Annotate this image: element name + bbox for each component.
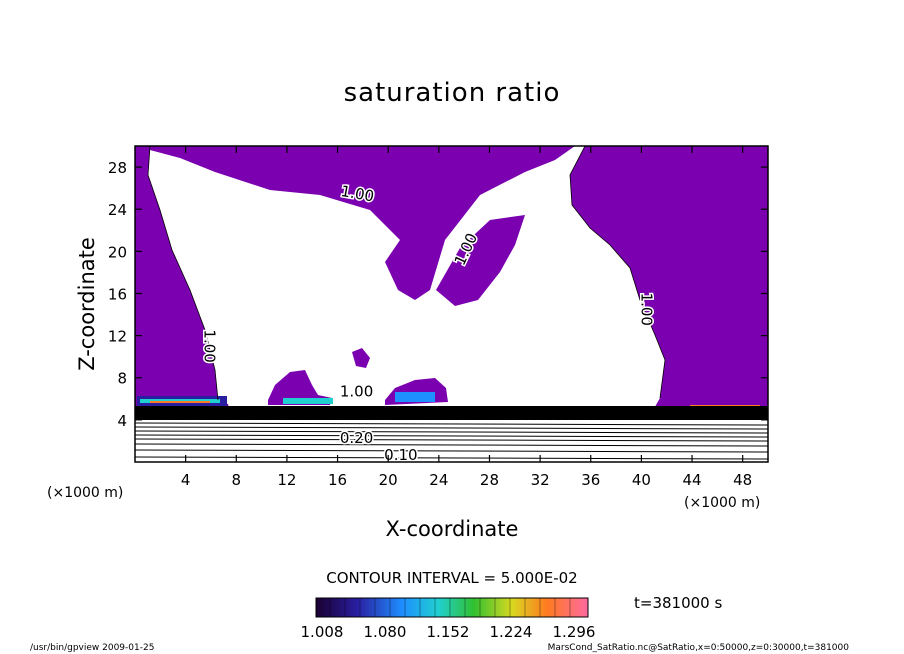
contour-label: 0.20 — [340, 429, 373, 447]
colorbar-tick-label: 1.152 — [427, 623, 470, 641]
x-tick-label: 40 — [632, 471, 651, 489]
x-axis-label: X-coordinate — [386, 517, 519, 541]
x-tick-label: 24 — [429, 471, 448, 489]
contour-label: 1.00 — [201, 329, 219, 362]
time-label: t=381000 s — [634, 594, 722, 612]
x-axis: 4 8 12 16 20 24 28 32 36 40 44 48 — [181, 146, 752, 489]
y-axis-label: Z-coordinate — [75, 237, 99, 371]
x-tick-label: 12 — [277, 471, 296, 489]
x-unit-label-right: (×1000 m) — [684, 495, 760, 511]
y-tick-label: 4 — [117, 412, 127, 430]
x-tick-label: 8 — [232, 471, 242, 489]
chart-title: saturation ratio — [344, 78, 561, 108]
colorbar-tick-label: 1.008 — [301, 623, 344, 641]
x-unit-label-left: (×1000 m) — [47, 485, 123, 501]
colorbar — [315, 597, 589, 618]
contour-label: 0.10 — [384, 446, 417, 464]
footer-left: /usr/bin/gpview 2009-01-25 — [30, 643, 154, 653]
contour-interval: CONTOUR INTERVAL = 5.000E-02 — [326, 569, 577, 587]
region-top — [150, 146, 575, 300]
y-axis: 4 8 12 16 20 24 28 — [108, 159, 768, 430]
x-tick-label: 4 — [181, 471, 191, 489]
colorbar-ticks: 1.008 1.080 1.152 1.224 1.296 — [301, 623, 596, 641]
y-tick-label: 8 — [117, 370, 127, 388]
x-tick-label: 28 — [480, 471, 499, 489]
y-tick-label: 20 — [108, 243, 127, 261]
y-tick-label: 28 — [108, 159, 127, 177]
plot-area — [135, 146, 768, 462]
colorbar-tick-label: 1.080 — [364, 623, 407, 641]
region-right — [570, 146, 768, 412]
y-tick-label: 16 — [108, 285, 127, 303]
colorbar-tick-label: 1.224 — [490, 623, 533, 641]
region-blob-2 — [352, 348, 370, 368]
x-tick-label: 20 — [379, 471, 398, 489]
region-left — [135, 146, 230, 412]
y-tick-label: 24 — [108, 201, 127, 219]
y-tick-label: 12 — [108, 328, 127, 346]
x-tick-label: 44 — [682, 471, 701, 489]
footer-right: MarsCond_SatRatio.nc@SatRatio,x=0:50000,… — [548, 643, 850, 653]
region-finger — [436, 215, 525, 306]
region-blob-1 — [268, 370, 332, 405]
x-tick-label: 32 — [531, 471, 550, 489]
x-tick-label: 16 — [328, 471, 347, 489]
x-tick-label: 36 — [581, 471, 600, 489]
colorbar-tick-label: 1.296 — [553, 623, 596, 641]
plot-frame — [134, 145, 769, 463]
contour-label: 1.00 — [637, 293, 655, 326]
contour-label: 1.00 — [340, 383, 373, 401]
x-tick-label: 48 — [733, 471, 752, 489]
